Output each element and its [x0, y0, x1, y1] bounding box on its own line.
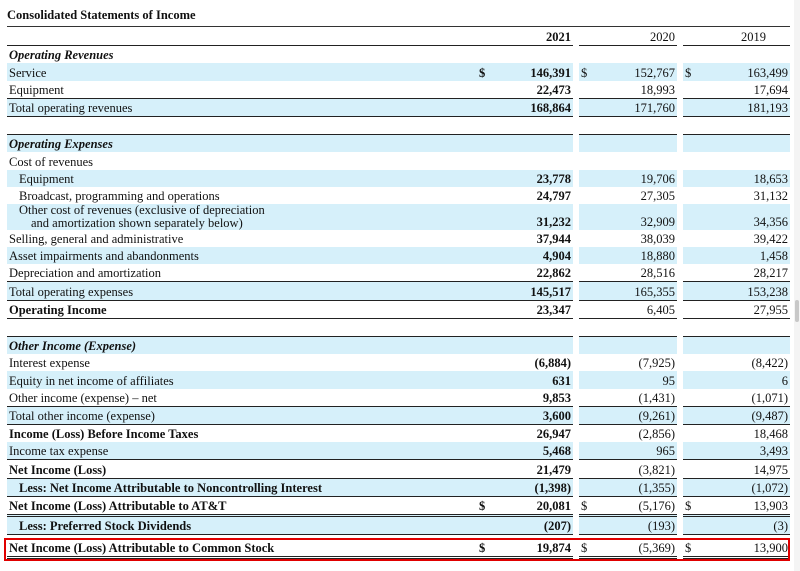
table-row-depreciation: Depreciation and amortization 22,862 28,… [7, 264, 790, 283]
year-2020-header: 2020 [595, 28, 677, 47]
table-row-equipment-cost: Equipment 23,778 19,706 18,653 [7, 169, 790, 187]
spacer-row [7, 116, 790, 134]
table-row-income-tax: Income tax expense 5,468 965 3,493 [7, 442, 790, 461]
table-row-asset-impairments: Asset impairments and abandonments 4,904… [7, 247, 790, 265]
table-row-total-operating-revenues: Total operating revenues 168,864 171,760… [7, 97, 790, 117]
section-header-operating-expenses: Operating Expenses [7, 134, 790, 153]
table-row-sga: Selling, general and administrative 37,9… [9, 232, 788, 247]
table-row-interest-expense: Interest expense (6,884) (7,925) (8,422) [9, 356, 788, 371]
table-row-other-cost-of-revenues: Other cost of revenues (exclusive of dep… [7, 202, 790, 230]
income-statement-table: 2021 2020 2019 Operating Revenues Servic… [7, 28, 790, 560]
table-row-net-income: Net Income (Loss) 21,479 (3,821) 14,975 [7, 459, 790, 479]
table-row-service: Service $ 146,391 $ 152,767 $ 163,499 [7, 63, 790, 81]
table-row-total-operating-expenses: Total operating expenses 145,517 165,355… [7, 281, 790, 301]
table-row-cost-of-revenues: Cost of revenues [9, 154, 94, 169]
table-row-broadcast: Broadcast, programming and operations 24… [19, 188, 788, 203]
section-header-other-income: Other Income (Expense) [7, 336, 790, 355]
year-2021-header: 2021 [493, 28, 573, 47]
statement-title: Consolidated Statements of Income [7, 8, 196, 22]
table-row-income-before-taxes: Income (Loss) Before Income Taxes 26,947… [9, 427, 788, 442]
table-row-net-income-att: Net Income (Loss) Attributable to AT&T $… [7, 496, 790, 517]
table-row-other-income-net: Other income (expense) – net 9,853 (1,43… [7, 388, 790, 407]
table-row-operating-income: Operating Income 23,347 6,405 27,955 [7, 300, 790, 319]
section-header-operating-revenues: Operating Revenues [9, 48, 114, 63]
scrollbar-track[interactable] [794, 0, 800, 571]
table-row-equipment-revenue: Equipment 22,473 18,993 17,694 [9, 82, 788, 97]
table-row-equity-affiliates: Equity in net income of affiliates 631 9… [7, 371, 790, 389]
other-cost-label-line1: Other cost of revenues (exclusive of dep… [19, 202, 265, 217]
table-row-total-other-income: Total other income (expense) 3,600 (9,26… [7, 406, 790, 425]
year-2019-header: 2019 [699, 28, 790, 47]
spacer-row [7, 318, 790, 336]
other-cost-label-line2: and amortization shown separately below) [31, 215, 243, 230]
scrollbar-thumb[interactable] [795, 300, 799, 322]
year-header-row: 2021 2020 2019 [7, 28, 790, 47]
table-row-net-income-common: Net Income (Loss) Attributable to Common… [7, 534, 790, 560]
title-divider [7, 26, 790, 27]
table-row-noncontrolling-interest: Less: Net Income Attributable to Noncont… [7, 478, 790, 497]
table-row-preferred-dividends: Less: Preferred Stock Dividends (207) (1… [7, 515, 790, 536]
